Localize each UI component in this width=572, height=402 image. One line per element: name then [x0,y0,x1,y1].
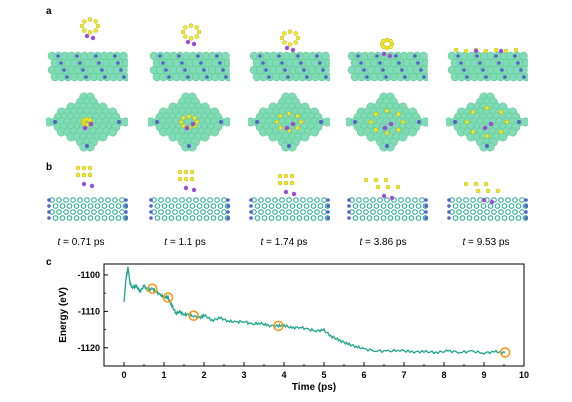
plot-frame [103,263,525,367]
snapshot-marker-3 [273,320,284,332]
y-tick-label: -1120 [77,343,100,353]
time-label-4: t = 9.53 ps [462,237,510,248]
slab-side-view-4 [446,10,528,85]
snapshot-marker-4 [499,347,511,358]
slab-cross-section-0 [46,162,128,237]
slab-cross-section-1 [148,162,230,237]
slab-top-view-row [38,92,538,167]
panel-label-a: a [46,6,52,17]
x-tick-label: 0 [121,370,126,380]
time-label-2: t = 1.74 ps [260,237,308,248]
x-tick-label: 6 [361,370,366,380]
x-tick-label: 10 [519,370,529,380]
energy-series-line [123,266,506,355]
slab-side-view-row [38,10,538,85]
slab-side-view-3 [346,10,428,85]
slab-cross-section-4 [446,162,528,237]
x-axis-label: Time (ps) [292,382,336,393]
slab-cross-section-row [38,162,538,237]
slab-side-view-1 [148,10,230,85]
slab-top-view-2 [248,92,330,167]
slab-top-view-4 [446,92,528,167]
x-tick-label: 1 [161,370,166,380]
snapshot-marker-0 [147,283,158,295]
time-label-3: t = 3.86 ps [359,237,407,248]
slab-side-view-0 [46,10,128,85]
x-tick-label: 5 [321,370,326,380]
slab-top-view-3 [346,92,428,167]
snapshot-marker-2 [188,310,199,322]
slab-cross-section-2 [248,162,330,237]
x-tick-label: 8 [441,370,446,380]
time-label-1: t = 1.1 ps [164,237,206,248]
y-axis-label: Energy (eV) [58,287,69,343]
y-tick-label: -1110 [78,306,100,316]
x-tick-label: 3 [241,370,246,380]
y-tick-label: -1100 [77,270,100,280]
time-label-0: t = 0.71 ps [57,237,105,248]
x-tick-label: 2 [201,370,206,380]
panel-label-c: c [46,257,52,268]
slab-top-view-1 [148,92,230,167]
slab-side-view-2 [248,10,330,85]
slab-cross-section-3 [346,162,428,237]
snapshot-marker-1 [162,292,174,303]
panel-label-b: b [46,162,53,173]
x-tick-label: 7 [401,370,406,380]
slab-top-view-0 [46,92,128,167]
x-tick-label: 9 [481,370,486,380]
x-tick-label: 4 [281,370,286,380]
